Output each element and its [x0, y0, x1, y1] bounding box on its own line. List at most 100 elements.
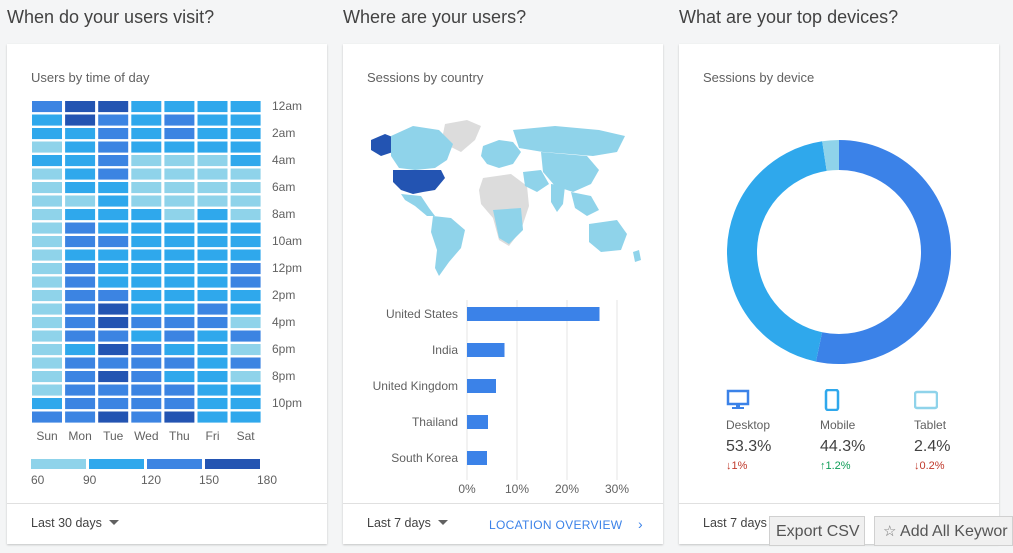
- location-overview-label: LOCATION OVERVIEW: [489, 518, 623, 532]
- time-label: 12pm: [272, 261, 302, 275]
- heatmap-cell: [32, 168, 62, 180]
- heatmap-cell: [164, 263, 195, 275]
- location-overview-link[interactable]: LOCATION OVERVIEW ›: [489, 516, 643, 532]
- section-title-devices: What are your top devices?: [679, 7, 899, 27]
- heatmap-cell: [65, 155, 96, 167]
- heatmap-chart: 12am 2am 4am 6am 8am 10am 12pm 2pm 4pm 6pm 8pm 10pm…: [31, 99, 302, 487]
- heatmap-cell: [65, 290, 96, 302]
- heatmap-cell: [197, 236, 228, 248]
- heatmap-cell: [65, 303, 96, 315]
- heatmap-cell: [164, 209, 195, 221]
- heatmap-cell: [98, 222, 129, 234]
- device-desktop: Desktop 53.3% ↓1%: [726, 389, 806, 472]
- heatmap-cell: [98, 128, 129, 140]
- day-label: Wed: [134, 429, 158, 443]
- heatmap-cell: [131, 344, 162, 356]
- sessions-by-country-card: Sessions by country 0% 10% 20% 30% United St…: [343, 44, 663, 544]
- heatmap-cell: [131, 101, 162, 113]
- heatmap-cell: [65, 371, 96, 383]
- heatmap-cell: [32, 371, 62, 383]
- card-title: Users by time of day: [31, 70, 150, 85]
- sessions-by-device-card: Sessions by device Desktop 53.3% ↓1% Mob…: [679, 44, 999, 544]
- heatmap-cell: [230, 114, 261, 126]
- add-all-keywords-button[interactable]: ☆ Add All Keywor: [874, 516, 1013, 546]
- heatmap-cell: [98, 357, 129, 369]
- heatmap-cell: [98, 236, 129, 248]
- heatmap-cell: [65, 411, 96, 423]
- heatmap-cell: [230, 344, 261, 356]
- heatmap-cell: [230, 182, 261, 194]
- date-range-dropdown[interactable]: Last 30 days: [31, 516, 119, 530]
- heatmap-cell: [197, 290, 228, 302]
- heatmap-cell: [230, 411, 261, 423]
- heatmap-cell: [230, 195, 261, 207]
- category-label: United States: [386, 307, 458, 321]
- heatmap-cell: [32, 330, 62, 342]
- heatmap-cell: [131, 398, 162, 410]
- heatmap-cell: [65, 249, 96, 261]
- time-of-day-card: Users by time of day 12am 2am 4am 6am 8am 10a…: [7, 44, 327, 544]
- heatmap-cell: [98, 290, 129, 302]
- heatmap-cell: [230, 249, 261, 261]
- export-csv-button[interactable]: Export CSV: [769, 516, 865, 546]
- heatmap-cell: [131, 263, 162, 275]
- bar: [467, 451, 487, 465]
- device-change: ↓1%: [726, 460, 748, 472]
- heatmap-cell: [32, 411, 62, 423]
- category-label: South Korea: [391, 451, 458, 465]
- heatmap-cell: [131, 168, 162, 180]
- heatmap-cell: [230, 155, 261, 167]
- heatmap-cell: [164, 290, 195, 302]
- heatmap-cell: [197, 357, 228, 369]
- heatmap-cell: [230, 317, 261, 329]
- heatmap-cell: [32, 195, 62, 207]
- heatmap-cell: [131, 209, 162, 221]
- heatmap-cell: [32, 398, 62, 410]
- date-range-label: Last 30 days: [31, 516, 102, 530]
- heatmap-cell: [65, 195, 96, 207]
- heatmap-cell: [230, 303, 261, 315]
- bar: [467, 343, 505, 357]
- heatmap-cell: [131, 114, 162, 126]
- heatmap-cell: [65, 330, 96, 342]
- day-label: Thu: [169, 429, 190, 443]
- heatmap-cell: [131, 290, 162, 302]
- device-change: ↓0.2%: [914, 460, 945, 472]
- heatmap-cell: [32, 182, 62, 194]
- heatmap-cell: [164, 330, 195, 342]
- heatmap-cell: [65, 141, 96, 153]
- heatmap-cell: [197, 317, 228, 329]
- heatmap-cell: [131, 276, 162, 288]
- heatmap-cell: [131, 330, 162, 342]
- chevron-down-icon: [437, 520, 448, 525]
- heatmap-cell: [65, 182, 96, 194]
- heatmap-cell: [230, 168, 261, 180]
- heatmap-cell: [230, 209, 261, 221]
- heatmap-cell: [164, 398, 195, 410]
- heatmap-cell: [65, 317, 96, 329]
- heatmap-cell: [131, 128, 162, 140]
- heatmap-cell: [32, 263, 62, 275]
- heatmap-cell: [131, 384, 162, 396]
- legend-swatch: [89, 459, 144, 469]
- legend-label: 60: [31, 473, 45, 487]
- heatmap-cell: [197, 411, 228, 423]
- section-title-where: Where are your users?: [343, 7, 527, 27]
- country-bar-chart: 0% 10% 20% 30% United States India United King…: [373, 300, 629, 494]
- heatmap-cell: [65, 398, 96, 410]
- heatmap-cell: [65, 168, 96, 180]
- x-tick-label: 30%: [605, 482, 629, 494]
- heatmap-cell: [32, 357, 62, 369]
- heatmap-cell: [32, 141, 62, 153]
- date-range-label: Last 7 days: [703, 516, 767, 530]
- heatmap-cell: [98, 384, 129, 396]
- date-range-dropdown[interactable]: Last 7 days: [367, 516, 448, 530]
- heatmap-cell: [98, 317, 129, 329]
- heatmap-cell: [230, 330, 261, 342]
- heatmap-cell: [164, 128, 195, 140]
- heatmap-cell: [164, 317, 195, 329]
- heatmap-cell: [131, 236, 162, 248]
- heatmap-cell: [164, 141, 195, 153]
- heatmap-cell: [98, 114, 129, 126]
- heatmap-cell: [197, 384, 228, 396]
